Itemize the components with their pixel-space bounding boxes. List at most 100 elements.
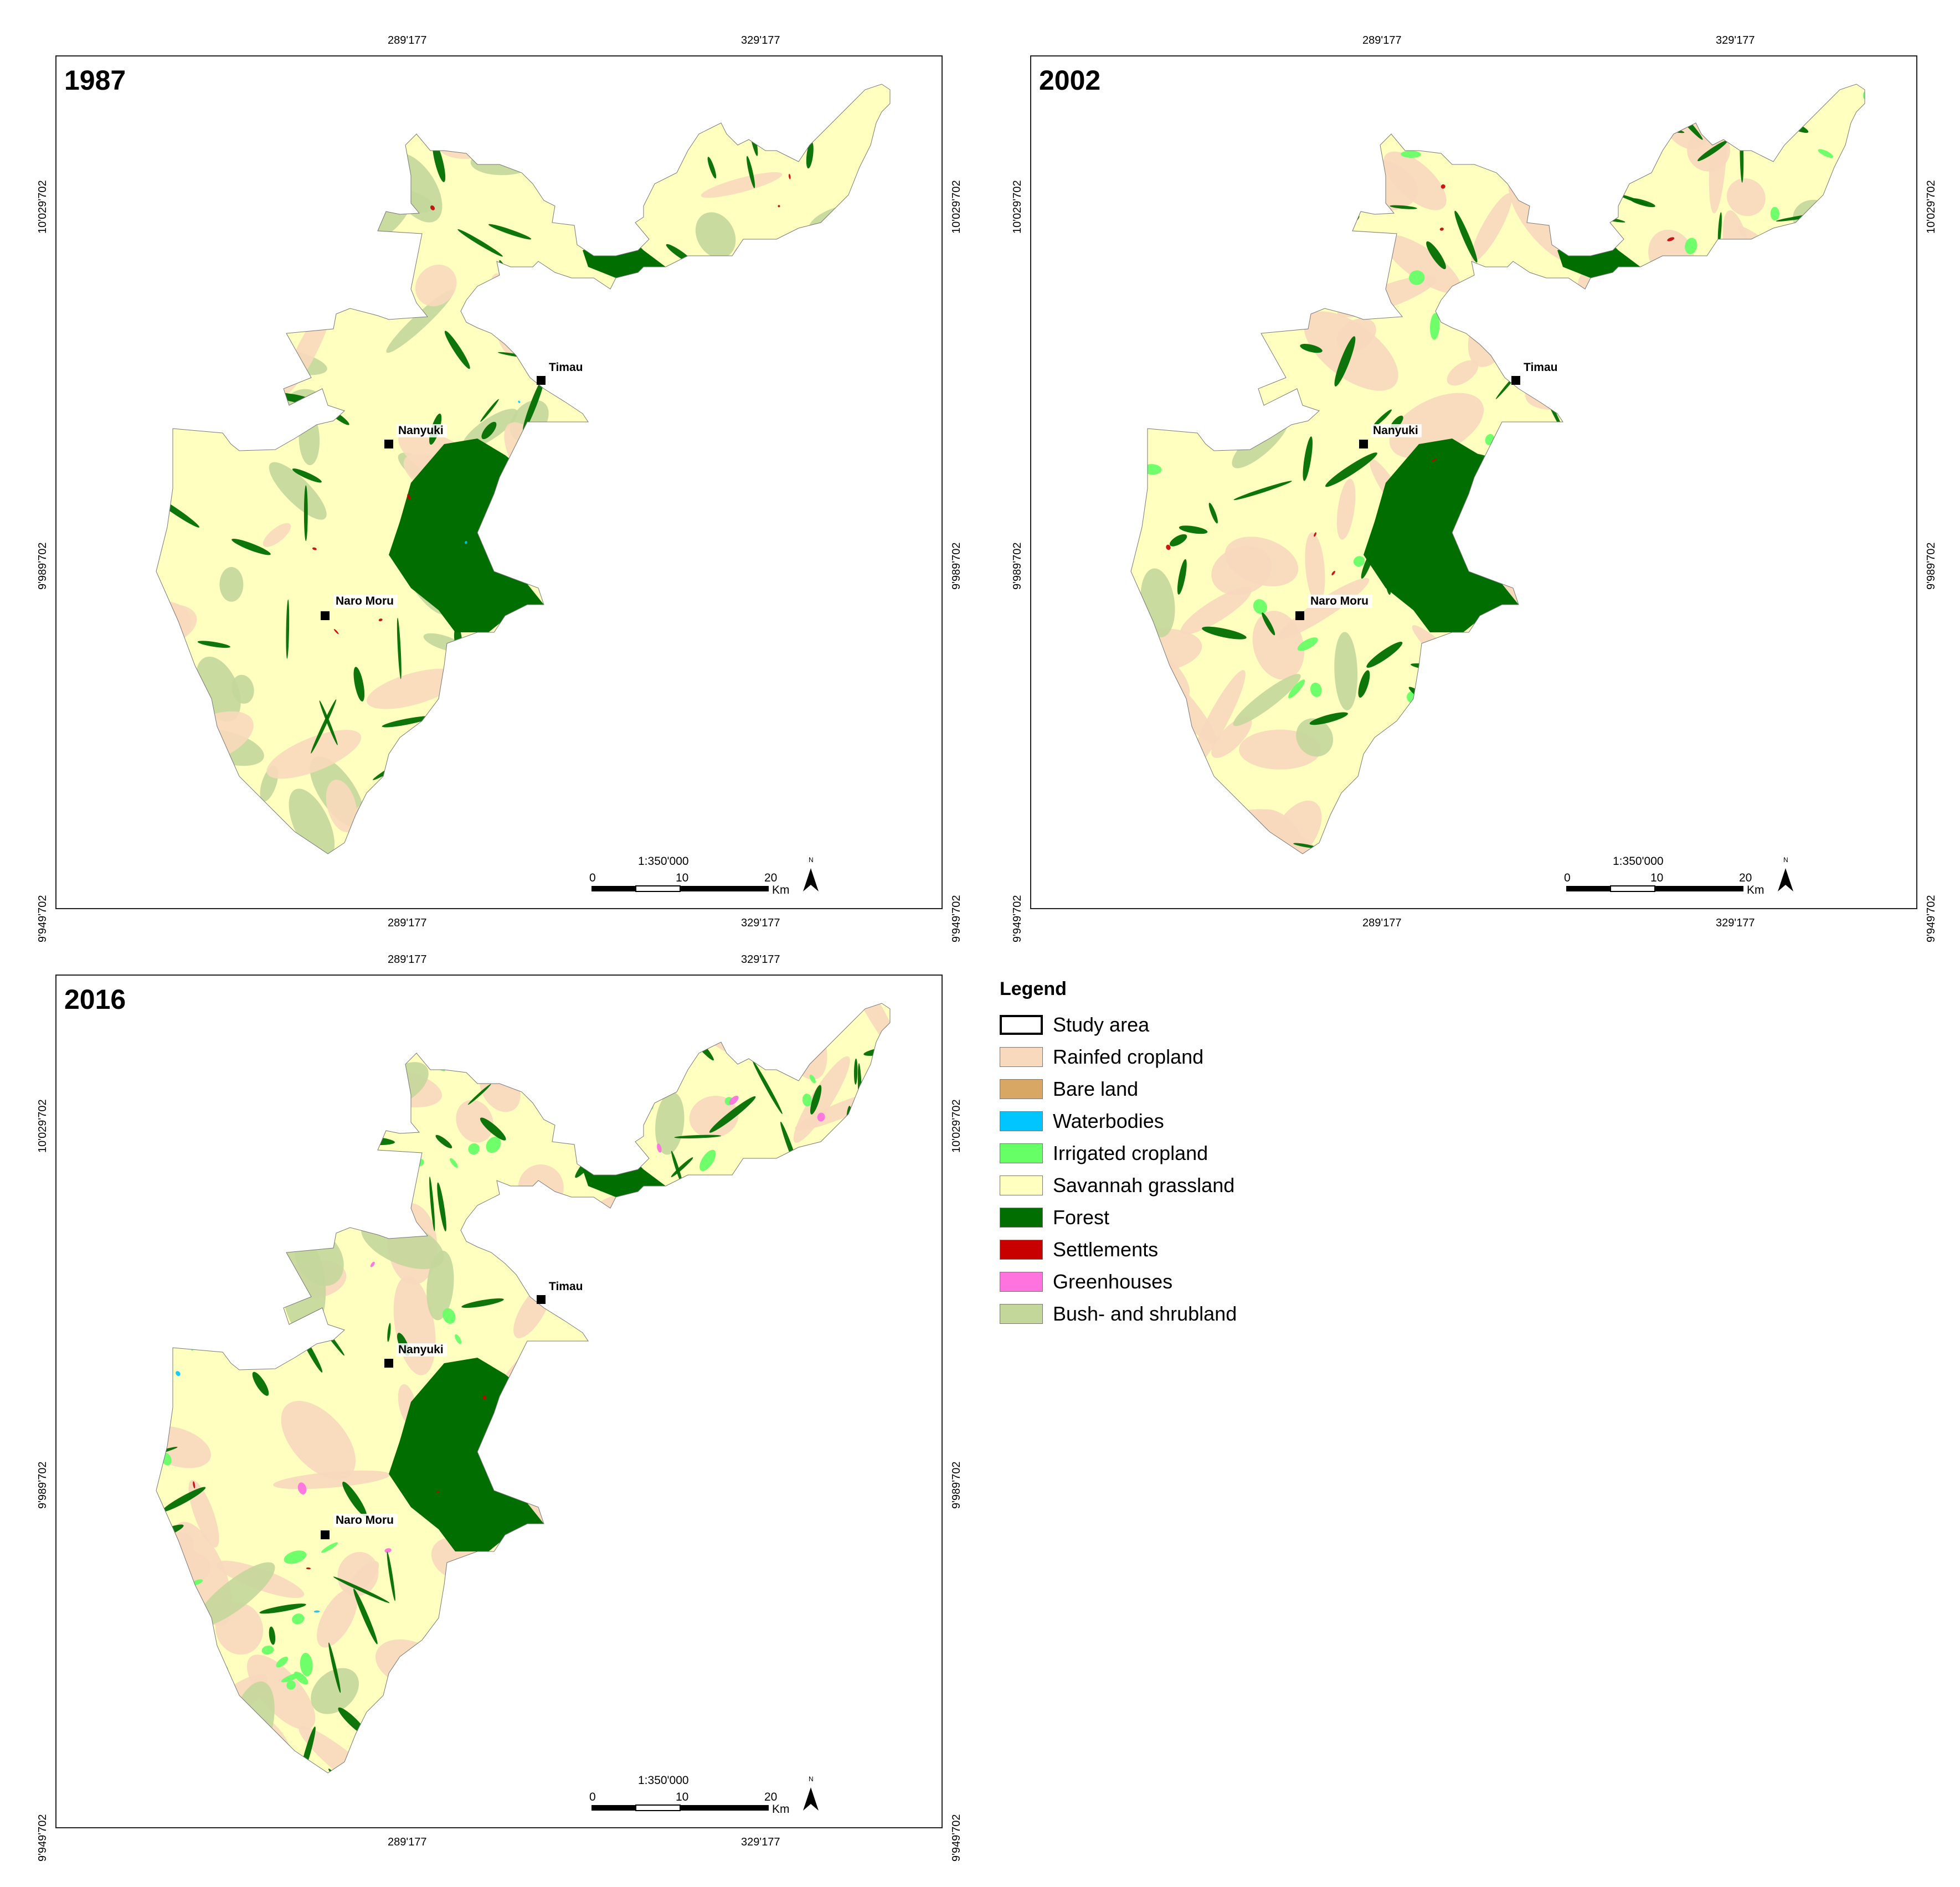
legend-label: Study area [1053, 1013, 1150, 1036]
scale-tick-0: 0 [1564, 872, 1571, 884]
x-coordinate-bottom: 329'177 [741, 1836, 780, 1848]
town-marker-icon [384, 1359, 393, 1368]
legend-items: Study area Rainfed cropland Bare land Water… [1000, 1009, 1237, 1330]
scale-tick-20: 20 [764, 1791, 777, 1803]
town-marker-icon [321, 1530, 330, 1539]
scale-ratio: 1:350'000 [1613, 855, 1664, 868]
town-nanyuki: Nanyuki [384, 424, 447, 448]
legend-label: Settlements [1053, 1238, 1159, 1261]
x-coordinate-top: 289'177 [388, 34, 427, 47]
scale-unit: Km [772, 1803, 790, 1816]
y-coordinate-right: 9'949'702 [950, 895, 963, 943]
town-naro-moru: Naro Moru [321, 595, 398, 620]
town-nanyuki: Nanyuki [1359, 424, 1422, 448]
y-coordinate-right: 9'989'702 [1925, 542, 1937, 590]
town-label: Nanyuki [398, 424, 444, 437]
town-marker-icon [1295, 611, 1304, 620]
y-coordinate-right: 10'029'702 [950, 1099, 963, 1153]
map-frame: Nanyuki Timau Naro Moru 1:350'000 0 10 20 Km N 19… [55, 55, 943, 909]
legend-title: Legend [1000, 978, 1067, 999]
study-area-outline [156, 1003, 891, 1773]
town-nanyuki: Nanyuki [384, 1343, 447, 1368]
legend-label: Rainfed cropland [1053, 1045, 1204, 1068]
land-cover-layers [156, 84, 890, 854]
north-arrow-icon: N [1778, 856, 1793, 891]
scale-tick-10: 10 [676, 1791, 688, 1803]
y-coordinate-right: 9'949'702 [950, 1814, 963, 1862]
legend-item: Bush- and shrubland [1000, 1298, 1237, 1330]
town-label: Naro Moru [336, 595, 394, 607]
legend-label: Savannah grassland [1053, 1174, 1235, 1197]
legend-label: Forest [1053, 1206, 1110, 1229]
y-coordinate-left: 10'029'702 [37, 1099, 49, 1153]
x-coordinate-bottom: 329'177 [741, 917, 780, 929]
x-coordinate-bottom: 289'177 [1362, 917, 1402, 929]
town-label: Nanyuki [1373, 424, 1418, 437]
scale-ratio: 1:350'000 [638, 1774, 689, 1787]
y-coordinate-left: 9'949'702 [37, 895, 49, 943]
y-coordinate-right: 9'989'702 [950, 542, 963, 590]
y-coordinate-left: 9'949'702 [37, 1814, 49, 1862]
town-timau: Timau [537, 1280, 584, 1304]
y-coordinate-left: 9'989'702 [37, 1461, 49, 1509]
legend-swatch [1000, 1079, 1043, 1099]
legend-item: Settlements [1000, 1234, 1237, 1266]
study-area-outline [1130, 84, 1865, 854]
town-label: Timau [549, 1280, 583, 1293]
legend-item: Savannah grassland [1000, 1169, 1237, 1202]
scale-tick-10: 10 [676, 872, 688, 884]
y-coordinate-left: 9'989'702 [37, 542, 49, 590]
x-coordinate-top: 329'177 [1716, 34, 1755, 47]
town-naro-moru: Naro Moru [321, 1514, 398, 1539]
scale-tick-10: 10 [1650, 872, 1663, 884]
y-coordinate-left: 9'989'702 [1011, 542, 1023, 590]
legend: Legend Study area Rainfed cropland Bare la… [1000, 978, 1237, 1330]
y-coordinate-left: 10'029'702 [37, 180, 49, 234]
legend-item: Greenhouses [1000, 1266, 1237, 1298]
map-year-title: 2002 [1039, 65, 1101, 96]
north-label: N [809, 1775, 814, 1783]
map-frame: Nanyuki Timau Naro Moru 1:350'000 0 10 20 Km N 20… [55, 975, 943, 1828]
scale-tick-0: 0 [589, 872, 596, 884]
town-marker-icon [537, 1295, 546, 1304]
town-marker-icon [1511, 376, 1520, 385]
y-coordinate-left: 10'029'702 [1011, 180, 1023, 234]
north-label: N [809, 856, 814, 864]
map-year-title: 2016 [64, 984, 126, 1015]
town-label: Timau [1524, 361, 1557, 374]
town-timau: Timau [537, 361, 584, 385]
x-coordinate-bottom: 289'177 [388, 1836, 427, 1848]
legend-swatch [1000, 1272, 1043, 1292]
x-coordinate-bottom: 329'177 [1716, 917, 1755, 929]
y-coordinate-right: 9'949'702 [1925, 895, 1937, 943]
town-marker-icon [1359, 440, 1368, 448]
map-year-title: 1987 [64, 65, 126, 96]
land-cover-layers [156, 1003, 890, 1773]
x-coordinate-top: 329'177 [741, 34, 780, 47]
scale-unit: Km [772, 884, 790, 896]
x-coordinate-top: 289'177 [388, 953, 427, 966]
legend-swatch [1000, 1240, 1043, 1260]
legend-swatch [1000, 1143, 1043, 1163]
town-label: Timau [549, 361, 583, 374]
map-frame: Nanyuki Timau Naro Moru 1:350'000 0 10 20 Km N 20… [1030, 55, 1917, 909]
scale-tick-0: 0 [589, 1791, 596, 1803]
town-label: Nanyuki [398, 1343, 444, 1356]
town-label: Naro Moru [1310, 595, 1369, 607]
study-area-outline [156, 84, 891, 854]
town-marker-icon [537, 376, 546, 385]
legend-swatch [1000, 1111, 1043, 1131]
legend-swatch [1000, 1015, 1043, 1035]
town-marker-icon [321, 611, 330, 620]
legend-swatch [1000, 1047, 1043, 1067]
legend-swatch [1000, 1208, 1043, 1228]
north-label: N [1783, 856, 1788, 864]
legend-label: Waterbodies [1053, 1110, 1164, 1132]
legend-item: Rainfed cropland [1000, 1041, 1237, 1073]
legend-item: Study area [1000, 1009, 1237, 1041]
legend-label: Bush- and shrubland [1053, 1302, 1237, 1325]
